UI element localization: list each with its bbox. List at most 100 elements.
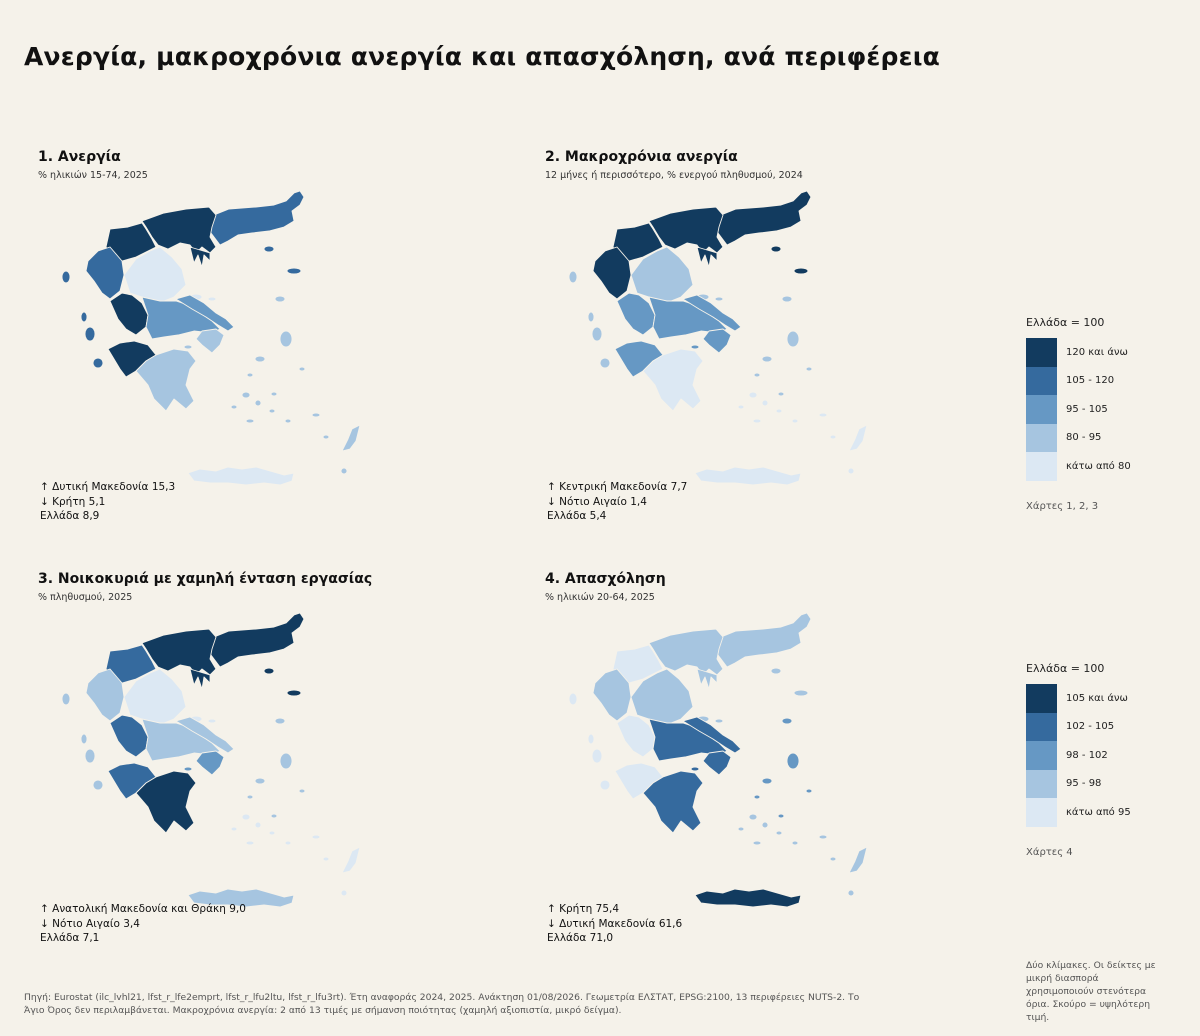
legend-item: 105 και άνω xyxy=(1026,684,1191,713)
greece-map xyxy=(24,611,494,931)
region-kriti[interactable] xyxy=(187,466,295,486)
region-naigaio[interactable] xyxy=(230,813,361,897)
region-dellada[interactable] xyxy=(107,292,157,378)
panel-unemployment: 1. Ανεργία % ηλικιών 15-74, 2025 xyxy=(24,149,494,539)
region-naigaio[interactable] xyxy=(737,391,868,475)
region-ionia[interactable] xyxy=(61,270,104,369)
panel-title: 2. Μακροχρόνια ανεργία xyxy=(545,149,738,165)
legend-item: κάτω από 80 xyxy=(1026,452,1191,481)
legend-label: 120 και άνω xyxy=(1066,346,1128,358)
region-peloponnisos[interactable] xyxy=(135,770,197,834)
legend-swatch xyxy=(1026,741,1057,770)
legend-label: 98 - 102 xyxy=(1066,749,1108,761)
legend-label: 95 - 105 xyxy=(1066,403,1108,415)
stat-highest: ↑ Δυτική Μακεδονία 15,3 xyxy=(40,481,176,493)
greece-map xyxy=(24,189,494,509)
region-ipeiros[interactable] xyxy=(592,668,632,722)
region-naigaio[interactable] xyxy=(230,391,361,475)
region-kriti[interactable] xyxy=(694,466,802,486)
panel-title: 1. Ανεργία xyxy=(38,149,121,165)
legend-swatch xyxy=(1026,769,1057,798)
panel-title: 4. Απασχόληση xyxy=(545,571,666,587)
legend-swatch xyxy=(1026,395,1057,424)
region-vaigaio[interactable] xyxy=(753,717,813,819)
stat-lowest: ↓ Δυτική Μακεδονία 61,6 xyxy=(547,917,683,930)
region-kriti[interactable] xyxy=(187,888,295,908)
stat-highest: ↑ Κρήτη 75,4 xyxy=(547,903,620,915)
stat-lowest: ↓ Κρήτη 5,1 xyxy=(40,495,106,508)
legend-swatch xyxy=(1026,338,1057,367)
stat-national: Ελλάδα 71,0 xyxy=(547,932,614,944)
region-amth[interactable] xyxy=(714,612,812,697)
region-vaigaio[interactable] xyxy=(246,295,306,397)
region-stellada[interactable] xyxy=(141,716,235,762)
legend-map-4: Ελλάδα = 100 105 και άνω 102 - 105 98 - … xyxy=(1026,662,1191,858)
stat-highest: ↑ Κεντρική Μακεδονία 7,7 xyxy=(547,481,688,493)
stat-highest: ↑ Ανατολική Μακεδονία και Θράκη 9,0 xyxy=(40,903,246,915)
region-amth[interactable] xyxy=(207,190,305,275)
region-kmak[interactable] xyxy=(141,628,217,690)
region-kmak[interactable] xyxy=(648,206,724,268)
legend-maps-note: Χάρτες 4 xyxy=(1026,846,1073,858)
region-attiki[interactable] xyxy=(690,750,732,776)
region-vaigaio[interactable] xyxy=(753,295,813,397)
region-attiki[interactable] xyxy=(183,328,225,354)
region-amth[interactable] xyxy=(207,612,305,697)
region-ionia[interactable] xyxy=(61,692,104,791)
panel-stats: ↑ Δυτική Μακεδονία 15,3 ↓ Κρήτη 5,1 Ελλά… xyxy=(40,480,175,524)
region-ipeiros[interactable] xyxy=(592,246,632,300)
legend-label: κάτω από 80 xyxy=(1066,460,1131,472)
legend-swatch xyxy=(1026,684,1057,713)
panel-subtitle: % ηλικιών 15-74, 2025 xyxy=(38,170,148,181)
source-note: Πηγή: Eurostat (ilc_lvhl21, lfst_r_lfe2e… xyxy=(24,992,860,1016)
panel-subtitle: 12 μήνες ή περισσότερο, % ενεργού πληθυσ… xyxy=(545,170,803,181)
region-dellada[interactable] xyxy=(107,714,157,800)
region-kmak[interactable] xyxy=(648,628,724,690)
legend-item: 80 - 95 xyxy=(1026,423,1191,452)
legend-item: 102 - 105 xyxy=(1026,712,1191,741)
stat-national: Ελλάδα 7,1 xyxy=(40,932,100,944)
region-vaigaio[interactable] xyxy=(246,717,306,819)
region-attiki[interactable] xyxy=(690,328,732,354)
panel-stats: ↑ Ανατολική Μακεδονία και Θράκη 9,0 ↓ Νό… xyxy=(40,902,246,946)
panel-subtitle: % πληθυσμού, 2025 xyxy=(38,592,133,603)
legend-swatch xyxy=(1026,423,1057,452)
region-amth[interactable] xyxy=(714,190,812,275)
legend-item: 120 και άνω xyxy=(1026,338,1191,367)
greece-map xyxy=(531,189,1001,509)
panel-stats: ↑ Κεντρική Μακεδονία 7,7 ↓ Νότιο Αιγαίο … xyxy=(547,480,687,524)
region-ipeiros[interactable] xyxy=(85,246,125,300)
legend-label: κάτω από 95 xyxy=(1066,806,1131,818)
legend-label: 95 - 98 xyxy=(1066,778,1102,790)
stat-national: Ελλάδα 8,9 xyxy=(40,510,100,522)
legend-item: 105 - 120 xyxy=(1026,366,1191,395)
panel-title: 3. Νοικοκυριά με χαμηλή ένταση εργασίας xyxy=(38,571,373,587)
region-thessalia[interactable] xyxy=(630,668,724,724)
legend-label: 102 - 105 xyxy=(1066,721,1115,733)
region-ipeiros[interactable] xyxy=(85,668,125,722)
legend-swatch xyxy=(1026,798,1057,827)
legend-label: 105 - 120 xyxy=(1066,375,1115,387)
panel-employment: 4. Απασχόληση % ηλικιών 20-64, 2025 xyxy=(531,571,1001,961)
region-kriti[interactable] xyxy=(694,888,802,908)
panel-subtitle: % ηλικιών 20-64, 2025 xyxy=(545,592,655,603)
legend-item: κάτω από 95 xyxy=(1026,798,1191,827)
region-kmak[interactable] xyxy=(141,206,217,268)
region-attiki[interactable] xyxy=(183,750,225,776)
region-peloponnisos[interactable] xyxy=(642,348,704,412)
panel-low-work-intensity: 3. Νοικοκυριά με χαμηλή ένταση εργασίας … xyxy=(24,571,494,961)
legend-swatch xyxy=(1026,452,1057,481)
region-stellada[interactable] xyxy=(141,294,235,340)
region-ionia[interactable] xyxy=(568,270,611,369)
region-naigaio[interactable] xyxy=(737,813,868,897)
legend-label: 105 και άνω xyxy=(1066,692,1128,704)
legend-label: 80 - 95 xyxy=(1066,432,1102,444)
region-peloponnisos[interactable] xyxy=(135,348,197,412)
legend-swatch xyxy=(1026,366,1057,395)
panel-stats: ↑ Κρήτη 75,4 ↓ Δυτική Μακεδονία 61,6 Ελλ… xyxy=(547,902,682,946)
legend-item: 98 - 102 xyxy=(1026,741,1191,770)
legend-maps-1-3: Ελλάδα = 100 120 και άνω 105 - 120 95 - … xyxy=(1026,316,1191,512)
stat-national: Ελλάδα 5,4 xyxy=(547,510,607,522)
region-ionia[interactable] xyxy=(568,692,611,791)
region-peloponnisos[interactable] xyxy=(642,770,704,834)
